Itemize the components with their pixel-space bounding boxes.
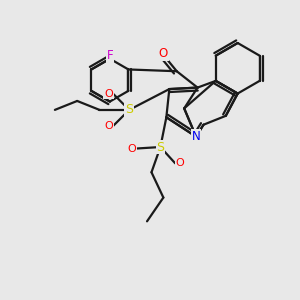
Text: S: S <box>125 103 133 116</box>
Text: S: S <box>156 140 164 154</box>
Text: O: O <box>159 47 168 60</box>
Text: O: O <box>104 121 113 131</box>
Text: O: O <box>104 88 113 98</box>
Text: F: F <box>106 49 113 62</box>
Text: O: O <box>128 143 136 154</box>
Text: N: N <box>192 130 200 143</box>
Text: O: O <box>175 158 184 168</box>
